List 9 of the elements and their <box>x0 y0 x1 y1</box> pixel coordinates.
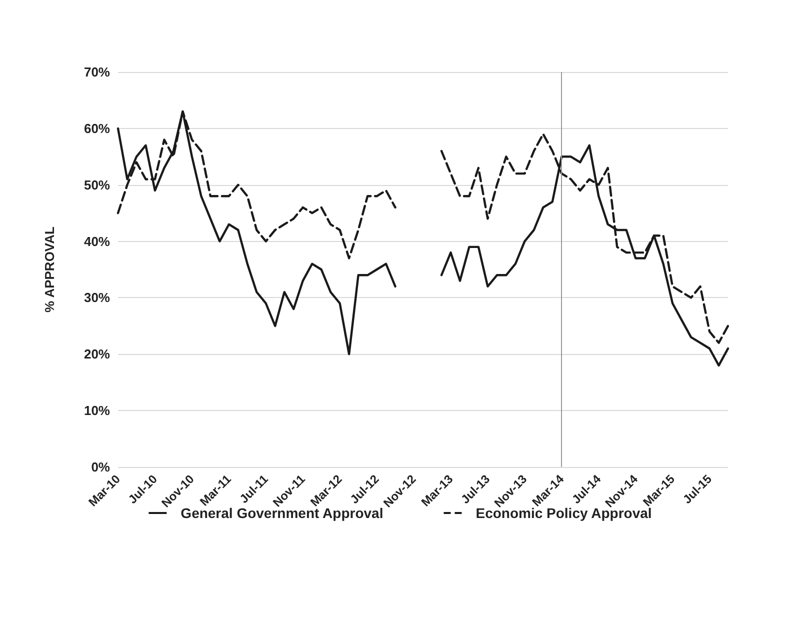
y-tick-label: 50% <box>84 177 110 192</box>
y-tick-label: 0% <box>91 460 110 474</box>
y-tick-label: 40% <box>84 234 110 249</box>
y-tick-label: 70% <box>84 64 110 80</box>
y-tick-label: 30% <box>84 290 110 306</box>
y-tick-label: 10% <box>84 403 110 418</box>
y-axis-title: % APPROVAL <box>42 226 57 312</box>
y-tick-label: 20% <box>84 346 110 362</box>
y-tick-label: 60% <box>84 120 110 136</box>
